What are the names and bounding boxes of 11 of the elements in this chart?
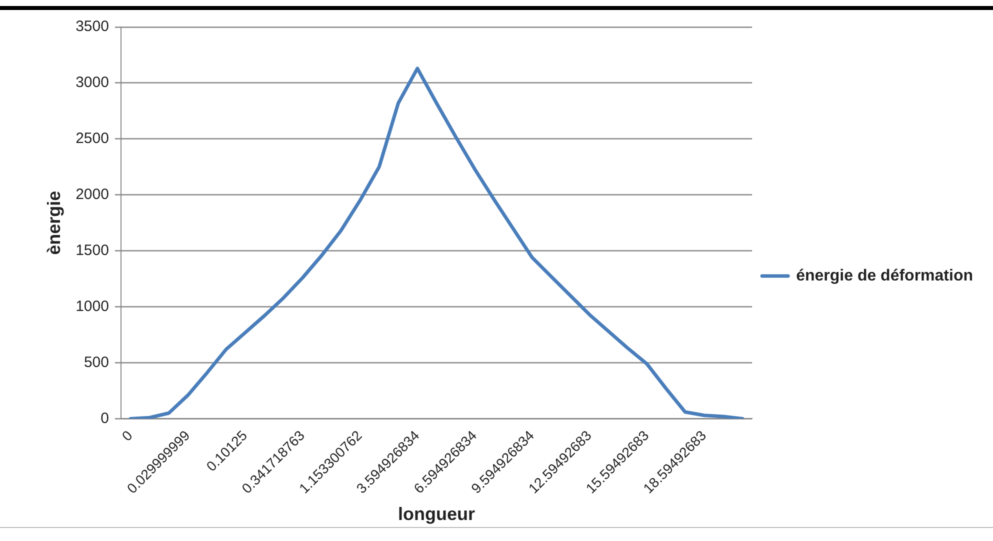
y-tick-label: 2500 [76, 130, 109, 148]
legend-label: énergie de déformation [796, 267, 973, 284]
y-tick-label: 0 [100, 410, 109, 427]
y-tick-label: 3000 [76, 74, 109, 92]
y-tick-label: 500 [84, 354, 109, 371]
y-tick-label: 1000 [76, 298, 109, 315]
y-tick-label: 2000 [76, 186, 109, 204]
x-axis-title: longueur [398, 504, 476, 524]
y-tick-label: 3500 [76, 18, 109, 36]
y-tick-label: 1500 [76, 242, 109, 259]
y-axis-title: ènergie [44, 190, 64, 255]
